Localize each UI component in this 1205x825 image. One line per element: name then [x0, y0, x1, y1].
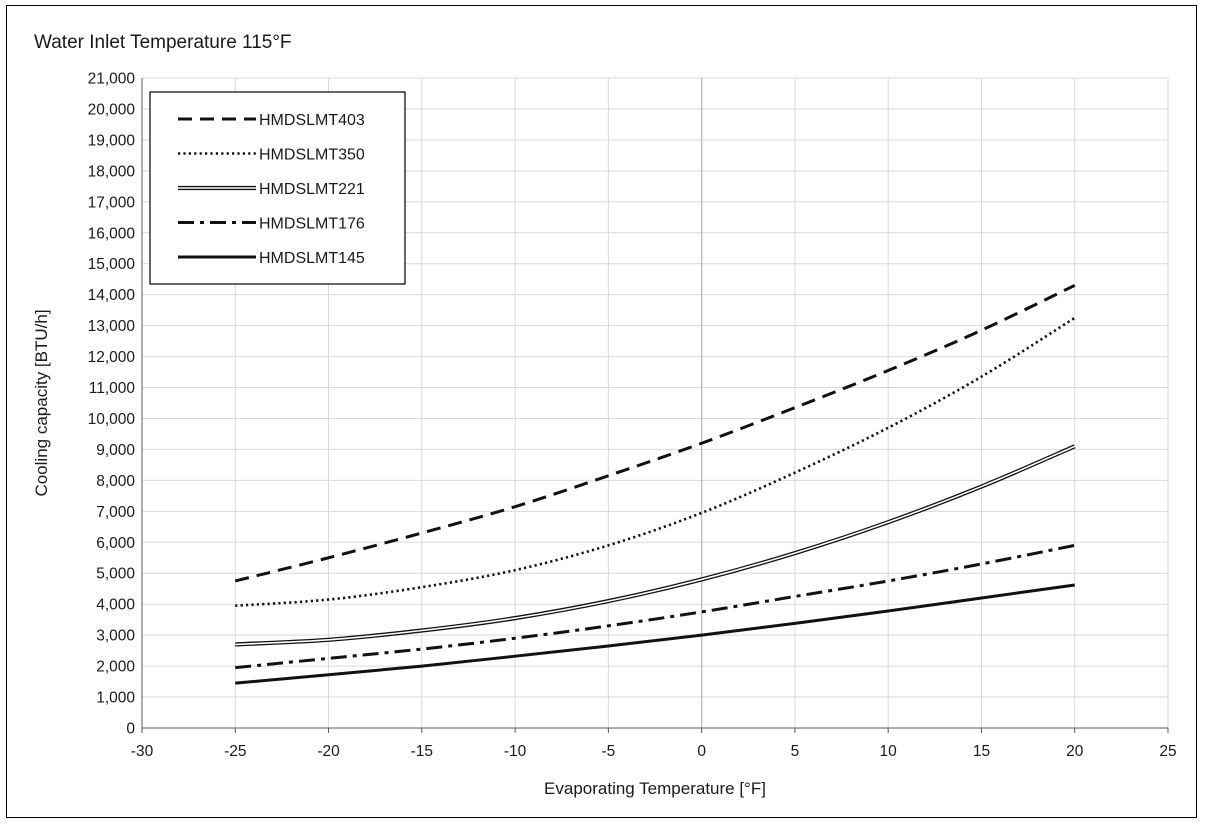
y-tick-label: 6,000	[96, 535, 135, 552]
y-tick-label: 15,000	[88, 256, 136, 273]
x-tick-label: 15	[973, 743, 990, 760]
chart-frame: Water Inlet Temperature 115°F 0 1,000 2,00…	[6, 5, 1197, 818]
y-tick-label: 2,000	[96, 659, 135, 676]
legend-label: HMDSLMT176	[259, 216, 365, 233]
x-tick-label: -10	[504, 743, 527, 760]
y-tick-label: 5,000	[96, 566, 135, 583]
x-tick-label: -5	[601, 743, 615, 760]
y-tick-label: 12,000	[88, 349, 136, 366]
series-line-hmdslmt221	[235, 444, 1076, 647]
grid-layer	[142, 77, 1169, 728]
x-tick-label: -30	[131, 743, 154, 760]
y-tick-label: 16,000	[88, 225, 136, 242]
y-tick-label: 10,000	[88, 411, 136, 428]
y-tick-label: 21,000	[88, 71, 136, 88]
series-line-hmdslmt176-stroke	[235, 543, 1076, 670]
series-line-hmdslmt221-inner	[235, 445, 1076, 646]
x-tick-label: 0	[697, 743, 706, 760]
y-tick-label: 17,000	[88, 194, 136, 211]
y-tick-label: 9,000	[96, 442, 135, 459]
y-tick-label: 4,000	[96, 597, 135, 614]
y-tick-label: 3,000	[96, 628, 135, 645]
legend-label: HMDSLMT145	[259, 250, 365, 267]
legend: HMDSLMT403 HMDSLMT350 HMDSLMT221 HMDSLMT176…	[149, 91, 406, 285]
x-tick-label: 25	[1159, 743, 1176, 760]
chart-title: Water Inlet Temperature 115°F	[34, 32, 292, 53]
axis-layer: 0 1,000 2,000 3,000 4,000 5,000 6,000 7,000 8,00…	[88, 71, 1177, 761]
x-tick-label: -15	[411, 743, 433, 760]
series-line-hmdslmt350	[235, 316, 1076, 608]
y-tick-label: 7,000	[96, 504, 135, 521]
y-tick-label: 19,000	[88, 132, 136, 149]
series-line-hmdslmt350-stroke	[235, 316, 1076, 608]
y-tick-label: 8,000	[96, 473, 135, 490]
y-tick-label: 18,000	[88, 163, 136, 180]
y-axis-title: Cooling capacity [BTU/h]	[32, 309, 51, 496]
y-tick-label: 0	[126, 721, 135, 738]
y-tick-label: 13,000	[88, 318, 136, 335]
x-tick-label: 20	[1066, 743, 1084, 760]
x-tick-label: 5	[791, 743, 800, 760]
series-line-hmdslmt145	[235, 583, 1075, 685]
series-line-hmdslmt145-stroke	[235, 583, 1075, 685]
y-tick-label: 20,000	[88, 101, 136, 118]
x-tick-label: -20	[317, 743, 340, 760]
series-line-hmdslmt403	[234, 284, 1076, 583]
chart-svg: Water Inlet Temperature 115°F 0 1,000 2,00…	[32, 32, 1177, 798]
legend-label: HMDSLMT403	[259, 112, 365, 129]
series-line-hmdslmt176	[235, 543, 1076, 670]
y-tick-label: 14,000	[88, 287, 136, 304]
x-tick-label: -25	[224, 743, 246, 760]
legend-label: HMDSLMT221	[259, 181, 365, 198]
y-tick-label: 1,000	[96, 690, 135, 707]
y-tick-label: 11,000	[89, 380, 136, 397]
series-line-hmdslmt403-stroke	[234, 284, 1076, 583]
series-line-hmdslmt221-outer	[235, 444, 1076, 647]
x-axis-title: Evaporating Temperature [°F]	[544, 779, 766, 798]
x-tick-label: 10	[880, 743, 898, 760]
series-layer	[234, 284, 1076, 685]
legend-label: HMDSLMT350	[259, 147, 365, 164]
